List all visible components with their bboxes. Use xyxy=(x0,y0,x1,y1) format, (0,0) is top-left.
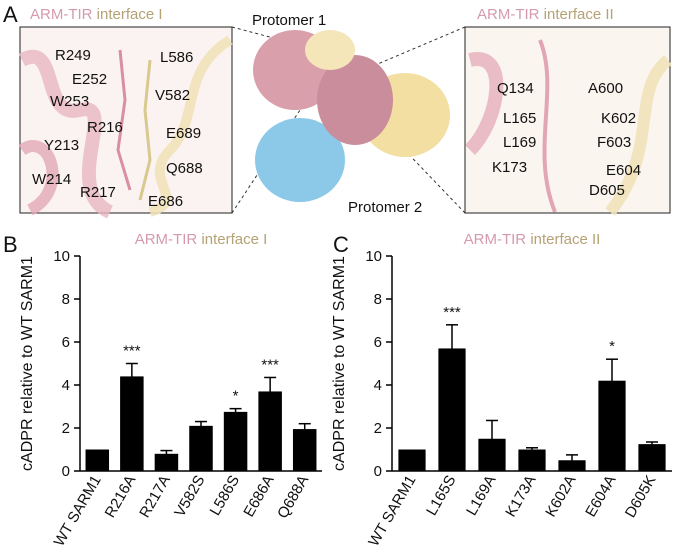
panel-label: A xyxy=(3,2,18,27)
significance: *** xyxy=(123,343,141,360)
title-part: ARM-TIR xyxy=(477,6,540,23)
box-title: ARM-TIR interface I xyxy=(30,6,163,23)
x-tick-label: R216A xyxy=(102,473,140,521)
significance: *** xyxy=(443,304,461,321)
bar xyxy=(638,444,666,471)
x-tick-label: L586S xyxy=(207,473,243,519)
y-tick-label: 2 xyxy=(62,420,70,437)
x-tick-label: WT SARM1 xyxy=(51,473,105,550)
residue: K602 xyxy=(601,110,636,127)
residue: E604 xyxy=(606,162,641,179)
y-tick-label: 10 xyxy=(365,248,382,265)
y-tick-label: 4 xyxy=(374,377,382,394)
x-tick-label: Q688A xyxy=(274,473,312,522)
title-part: interface I xyxy=(97,6,163,23)
y-tick-label: 8 xyxy=(374,291,382,308)
bar xyxy=(85,449,110,471)
bar xyxy=(120,376,144,471)
title-part: ARM-TIR xyxy=(30,6,93,23)
error-bar xyxy=(160,449,173,458)
structure-middle xyxy=(231,26,466,214)
structure-left xyxy=(18,26,233,219)
x-tick-label: WT SARM1 xyxy=(365,473,419,550)
chart-title: ARM-TIR interface II xyxy=(464,231,601,248)
chart-title: ARM-TIR interface I xyxy=(135,231,268,248)
error-bar xyxy=(298,422,311,436)
error-bar xyxy=(566,454,578,467)
x-tick-label: R217A xyxy=(136,473,174,521)
residue: E686 xyxy=(148,193,183,210)
significance: * xyxy=(609,338,615,355)
error-bar xyxy=(486,419,498,458)
y-tick-label: 2 xyxy=(374,420,382,437)
significance: *** xyxy=(261,356,279,373)
error-bar xyxy=(195,420,207,431)
residue: D605 xyxy=(589,182,625,199)
y-tick-label: 6 xyxy=(62,334,70,351)
protomer-label: Protomer 1 xyxy=(252,12,326,29)
error-bar xyxy=(606,358,618,403)
y-axis-label: cADPR relative to WT SARM1 xyxy=(331,256,348,471)
panel-label: C xyxy=(333,232,349,257)
y-axis-label: cADPR relative to WT SARM1 xyxy=(19,256,36,471)
residue: E689 xyxy=(166,125,201,142)
y-tick-label: 0 xyxy=(374,463,382,480)
bar xyxy=(518,449,546,471)
residue: R217 xyxy=(80,184,116,201)
error-bar xyxy=(264,376,277,407)
residue: E252 xyxy=(72,71,107,88)
y-tick-label: 6 xyxy=(374,334,382,351)
title-part: interface II xyxy=(544,6,614,23)
x-tick-label: K173A xyxy=(502,473,539,521)
residue: K173 xyxy=(492,159,527,176)
residue: W253 xyxy=(50,93,89,110)
residue: L169 xyxy=(503,134,536,151)
residue: R216 xyxy=(87,119,123,136)
bar xyxy=(292,429,317,471)
residue: W214 xyxy=(32,171,71,188)
x-tick-label: E686A xyxy=(240,473,277,521)
bar xyxy=(223,411,248,471)
bar xyxy=(189,425,213,471)
title-part: interface II xyxy=(530,231,600,248)
residue: Q134 xyxy=(497,80,534,97)
error-bar xyxy=(446,324,458,373)
x-tick-label: V582S xyxy=(171,473,208,521)
residue: Q688 xyxy=(166,160,203,177)
x-tick-label: D605K xyxy=(622,473,660,521)
y-tick-label: 4 xyxy=(62,377,70,394)
residue: F603 xyxy=(597,134,631,151)
title-part: ARM-TIR xyxy=(135,231,198,248)
residue: L165 xyxy=(503,110,536,127)
x-tick-label: K602A xyxy=(542,473,579,521)
bar xyxy=(154,453,179,471)
residue: L586 xyxy=(160,49,193,66)
residue: A600 xyxy=(588,80,623,97)
residue: Y213 xyxy=(44,137,79,154)
panel-label: B xyxy=(3,232,18,257)
residue: V582 xyxy=(155,87,190,104)
error-bar xyxy=(229,407,242,416)
protomer-label: Protomer 2 xyxy=(348,199,422,216)
residue: R249 xyxy=(55,47,91,64)
error-bar xyxy=(646,441,658,448)
box-title: ARM-TIR interface II xyxy=(477,6,614,23)
y-tick-label: 0 xyxy=(62,463,70,480)
bar xyxy=(398,449,426,471)
structure-right xyxy=(464,26,673,216)
title-part: ARM-TIR xyxy=(464,231,527,248)
title-part: interface I xyxy=(201,231,267,248)
x-tick-label: E604A xyxy=(582,473,619,521)
y-tick-label: 10 xyxy=(53,248,70,265)
y-tick-label: 8 xyxy=(62,291,70,308)
significance: * xyxy=(233,388,239,405)
x-tick-label: L165S xyxy=(423,473,459,519)
x-tick-label: L169A xyxy=(463,473,499,519)
error-bar xyxy=(125,362,138,391)
error-bar xyxy=(526,447,538,452)
bar xyxy=(258,391,282,471)
